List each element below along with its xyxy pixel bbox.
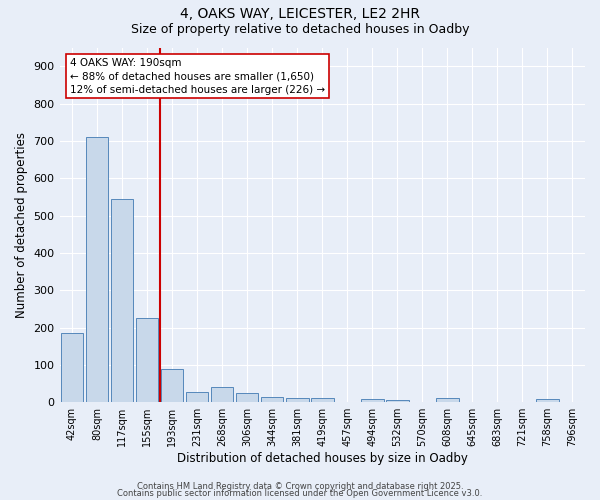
Text: 4 OAKS WAY: 190sqm
← 88% of detached houses are smaller (1,650)
12% of semi-deta: 4 OAKS WAY: 190sqm ← 88% of detached hou… bbox=[70, 58, 325, 94]
Text: Size of property relative to detached houses in Oadby: Size of property relative to detached ho… bbox=[131, 22, 469, 36]
Bar bbox=[61, 333, 83, 402]
Bar bbox=[211, 388, 233, 402]
Bar bbox=[536, 399, 559, 402]
Bar bbox=[386, 400, 409, 402]
Bar bbox=[311, 398, 334, 402]
Bar bbox=[361, 399, 383, 402]
Bar bbox=[111, 198, 133, 402]
Bar bbox=[136, 318, 158, 402]
Y-axis label: Number of detached properties: Number of detached properties bbox=[15, 132, 28, 318]
Text: Contains public sector information licensed under the Open Government Licence v3: Contains public sector information licen… bbox=[118, 490, 482, 498]
Bar bbox=[286, 398, 308, 402]
Bar bbox=[86, 137, 109, 402]
X-axis label: Distribution of detached houses by size in Oadby: Distribution of detached houses by size … bbox=[177, 452, 468, 465]
Text: Contains HM Land Registry data © Crown copyright and database right 2025.: Contains HM Land Registry data © Crown c… bbox=[137, 482, 463, 491]
Bar bbox=[261, 397, 283, 402]
Bar bbox=[186, 392, 208, 402]
Bar bbox=[436, 398, 458, 402]
Text: 4, OAKS WAY, LEICESTER, LE2 2HR: 4, OAKS WAY, LEICESTER, LE2 2HR bbox=[180, 8, 420, 22]
Bar bbox=[161, 370, 184, 402]
Bar bbox=[236, 393, 259, 402]
